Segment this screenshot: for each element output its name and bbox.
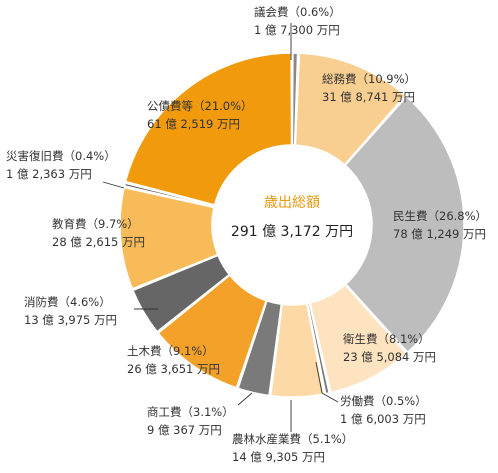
slice-8 — [157, 274, 268, 389]
slice-7 — [237, 300, 283, 397]
slice-label-name-3: 民生費（26.8%） — [393, 209, 487, 223]
slice-label-name-12: 公債費等（21.0%） — [147, 99, 253, 113]
leader-lines — [102, 23, 339, 432]
slice-label-amount-4: 23 億 5,084 万円 — [343, 350, 436, 364]
slice-label-name-2: 総務費（10.9%） — [322, 72, 416, 86]
slice-label-amount-3: 78 億 1,249 万円 — [393, 227, 486, 241]
leader-line-5 — [315, 361, 339, 403]
slice-1 — [291, 52, 299, 146]
leader-line-11 — [102, 181, 125, 189]
slice-label-name-1: 議会費（0.6%） — [254, 5, 341, 19]
center-total: 291 億 3,172 万円 — [231, 224, 353, 240]
slice-label-name-4: 衛生費（8.1%） — [343, 332, 430, 346]
slice-label-amount-5: 1 億 6,003 万円 — [340, 412, 426, 426]
slice-label-amount-2: 31 億 8,741 万円 — [322, 90, 415, 104]
leader-line-7 — [237, 392, 253, 406]
slice-label-name-6: 農林水産業費（5.1%） — [232, 432, 353, 446]
slice-label-amount-7: 9 億 367 万円 — [147, 423, 222, 437]
slice-5 — [306, 302, 331, 395]
slice-label-amount-1: 1 億 7,300 万円 — [254, 23, 340, 37]
slice-label-name-9: 消防費（4.6%） — [24, 295, 111, 309]
slice-label-name-10: 教育費（9.7%） — [52, 217, 139, 231]
slice-label-amount-6: 14 億 9,305 万円 — [232, 450, 325, 464]
center-title: 歳出総額 — [264, 195, 320, 211]
slice-label-name-11: 災害復旧費（0.4%） — [6, 149, 116, 163]
slice-4 — [309, 283, 408, 394]
slice-label-name-8: 土木費（9.1%） — [127, 344, 214, 358]
slice-label-amount-10: 28 億 2,615 万円 — [52, 235, 145, 249]
slice-2 — [294, 52, 407, 166]
slice-label-amount-9: 13 億 3,975 万円 — [24, 313, 117, 327]
slice-11 — [123, 182, 216, 208]
slice-12 — [124, 52, 293, 206]
slice-label-name-7: 商工費（3.1%） — [147, 405, 234, 419]
slice-label-amount-12: 61 億 2,519 万円 — [147, 117, 240, 131]
slices — [119, 52, 465, 398]
slice-label-name-5: 労働費（0.5%） — [340, 394, 427, 408]
slice-label-amount-8: 26 億 3,651 万円 — [127, 362, 220, 376]
slice-3 — [344, 95, 465, 354]
slice-9 — [131, 254, 231, 333]
slice-6 — [269, 302, 325, 398]
slice-label-amount-11: 1 億 2,363 万円 — [6, 167, 92, 181]
